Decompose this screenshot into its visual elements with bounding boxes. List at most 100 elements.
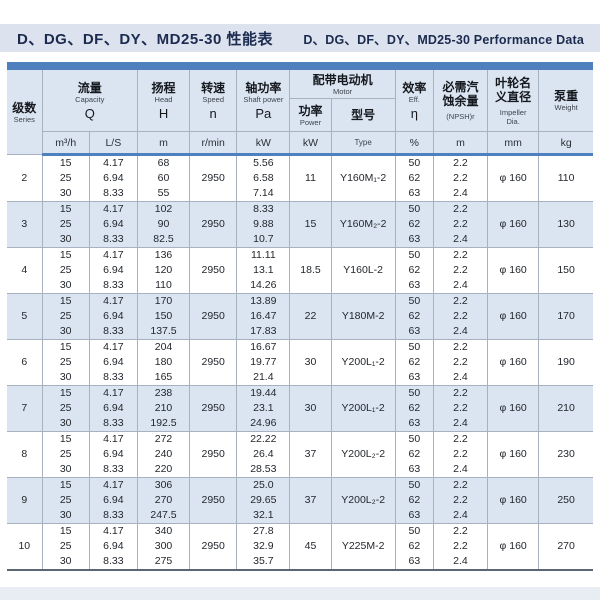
unit-flow-ls: L/S: [89, 131, 138, 156]
flow-ls-cell: 8.33: [89, 416, 138, 432]
flow-m3h-cell: 30: [42, 324, 90, 340]
motor-power-zh: 功率: [298, 103, 323, 118]
shaft-power-cell: 16.47: [236, 309, 291, 324]
efficiency-cell: 62: [395, 309, 434, 324]
impeller-en: Impeller Dia.: [499, 107, 527, 126]
series-zh: 级数: [12, 100, 37, 115]
speed-cell: 2950: [189, 523, 238, 570]
impeller-cell: φ 160: [487, 247, 540, 294]
head-cell: 170: [137, 293, 191, 309]
capacity-en: Capacity: [75, 94, 105, 104]
table-row: 25 6.94 210 23.1 62 2.2: [7, 401, 593, 416]
series-en: Series: [13, 114, 35, 124]
efficiency-cell: 50: [395, 201, 434, 217]
efficiency-symbol: η: [410, 105, 418, 121]
head-cell: 340: [137, 523, 191, 539]
series-cell: 3: [7, 201, 43, 248]
unit-weight: kg: [538, 131, 593, 156]
col-header-npsh: 必需汽蚀余量 (NPSH)r: [433, 70, 489, 132]
motor-power-cell: 15: [289, 201, 332, 248]
head-zh: 扬程: [151, 80, 176, 95]
title-bar: D、DG、DF、DY、MD25-30 性能表 D、DG、DF、DY、MD25-3…: [0, 24, 600, 52]
table-row: 30 8.33 192.5 24.96 63 2.4: [7, 416, 593, 432]
shaft-power-cell: 19.44: [236, 385, 291, 401]
flow-m3h-cell: 15: [42, 247, 90, 263]
head-cell: 272: [137, 431, 191, 447]
head-cell: 60: [137, 171, 191, 186]
table-row: 30 8.33 165 21.4 63 2.4: [7, 370, 593, 386]
table-row: 5 15 4.17 170 2950 13.89 22 Y180M-2 50 2.2 φ 160 17…: [7, 293, 593, 340]
unit-efficiency: %: [395, 131, 434, 156]
npsh-cell: 2.2: [433, 447, 489, 462]
flow-m3h-cell: 25: [42, 355, 90, 370]
head-cell: 275: [137, 554, 191, 570]
weight-cell: 230: [538, 431, 593, 478]
head-cell: 270: [137, 493, 191, 508]
shaft-power-cell: 32.1: [236, 508, 291, 524]
header-row-motor-sub: 功率 Power 型号: [7, 98, 593, 132]
unit-shaft-power: kW: [236, 131, 291, 156]
table-top-accent-bar: [7, 62, 593, 70]
head-cell: 192.5: [137, 416, 191, 432]
shaft-power-cell: 13.89: [236, 293, 291, 309]
efficiency-cell: 50: [395, 154, 434, 171]
efficiency-zh: 效率: [402, 80, 427, 95]
flow-ls-cell: 4.17: [89, 339, 138, 355]
shaft-power-cell: 19.77: [236, 355, 291, 370]
head-cell: 210: [137, 401, 191, 416]
npsh-cell: 2.4: [433, 186, 489, 202]
head-cell: 204: [137, 339, 191, 355]
efficiency-cell: 62: [395, 263, 434, 278]
head-cell: 150: [137, 309, 191, 324]
flow-ls-cell: 8.33: [89, 508, 138, 524]
flow-ls-cell: 8.33: [89, 324, 138, 340]
efficiency-cell: 50: [395, 523, 434, 539]
npsh-cell: 2.2: [433, 539, 489, 554]
head-cell: 120: [137, 263, 191, 278]
header-row-units: m³/h L/S m r/min kW kW Type % m mm kg: [7, 131, 593, 156]
table-row: 25 6.94 60 6.58 62 2.2: [7, 171, 593, 186]
table-row: 30 8.33 82.5 10.7 63 2.4: [7, 232, 593, 248]
flow-ls-cell: 6.94: [89, 171, 138, 186]
npsh-cell: 2.2: [433, 263, 489, 278]
flow-m3h-cell: 15: [42, 385, 90, 401]
table-header: 级数 Series 流量 Capacity Q 扬程 Head H 转速 Spe…: [7, 70, 593, 156]
motor-power-cell: 37: [289, 477, 332, 524]
head-symbol: H: [158, 105, 169, 121]
shaft-power-cell: 25.0: [236, 477, 291, 493]
weight-cell: 110: [538, 154, 593, 202]
flow-ls-cell: 4.17: [89, 523, 138, 539]
weight-zh: 泵重: [554, 89, 579, 103]
impeller-cell: φ 160: [487, 431, 540, 478]
head-cell: 300: [137, 539, 191, 554]
weight-cell: 190: [538, 339, 593, 386]
shaft-power-cell: 23.1: [236, 401, 291, 416]
flow-m3h-cell: 25: [42, 309, 90, 324]
shaft-power-cell: 24.96: [236, 416, 291, 432]
weight-cell: 250: [538, 477, 593, 524]
motor-power-en: Power: [299, 117, 322, 127]
head-cell: 102: [137, 201, 191, 217]
performance-table-wrap: 级数 Series 流量 Capacity Q 扬程 Head H 转速 Spe…: [7, 62, 593, 571]
flow-m3h-cell: 25: [42, 493, 90, 508]
flow-ls-cell: 8.33: [89, 232, 138, 248]
shaft-power-cell: 11.11: [236, 247, 291, 263]
flow-m3h-cell: 30: [42, 554, 90, 570]
npsh-cell: 2.2: [433, 247, 489, 263]
efficiency-cell: 63: [395, 462, 434, 478]
table-row: 25 6.94 180 19.77 62 2.2: [7, 355, 593, 370]
col-header-head: 扬程 Head H: [137, 70, 191, 132]
head-cell: 306: [137, 477, 191, 493]
npsh-cell: 2.2: [433, 385, 489, 401]
shaft-power-cell: 5.56: [236, 154, 291, 171]
table-body: 2 15 4.17 68 2950 5.56 11 Y160M₁-2 50 2.2 φ 160 110…: [7, 154, 593, 570]
flow-m3h-cell: 25: [42, 171, 90, 186]
shaft-power-cell: 10.7: [236, 232, 291, 248]
npsh-cell: 2.2: [433, 309, 489, 324]
flow-ls-cell: 8.33: [89, 186, 138, 202]
shaft-power-cell: 8.33: [236, 201, 291, 217]
flow-m3h-cell: 30: [42, 232, 90, 248]
flow-m3h-cell: 30: [42, 416, 90, 432]
npsh-cell: 2.2: [433, 154, 489, 171]
